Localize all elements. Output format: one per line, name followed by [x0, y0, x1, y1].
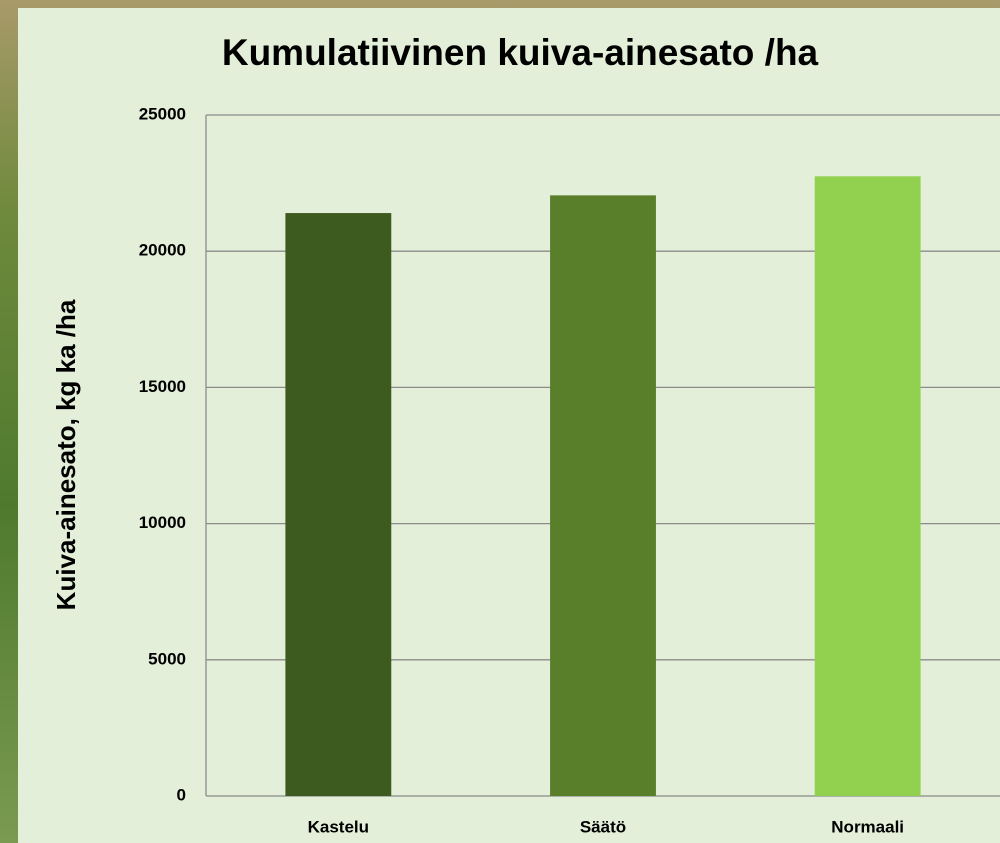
- chart-title: Kumulatiivinen kuiva-ainesato /ha: [222, 32, 819, 73]
- y-tick-label: 25000: [139, 104, 186, 123]
- y-tick-label: 5000: [148, 649, 186, 668]
- y-tick-label: 10000: [139, 513, 186, 532]
- bar: [550, 195, 656, 796]
- x-tick-label: Normaali: [831, 817, 904, 836]
- x-tick-label: Säätö: [580, 817, 626, 836]
- x-tick-label: Kastelu: [308, 817, 369, 836]
- y-tick-label: 15000: [139, 377, 186, 396]
- y-tick-label: 20000: [139, 241, 186, 260]
- bar: [285, 213, 392, 797]
- y-axis-label: Kuiva-ainesato, kg ka /ha: [51, 299, 81, 610]
- y-tick-label: 0: [177, 785, 186, 804]
- bar: [814, 176, 921, 797]
